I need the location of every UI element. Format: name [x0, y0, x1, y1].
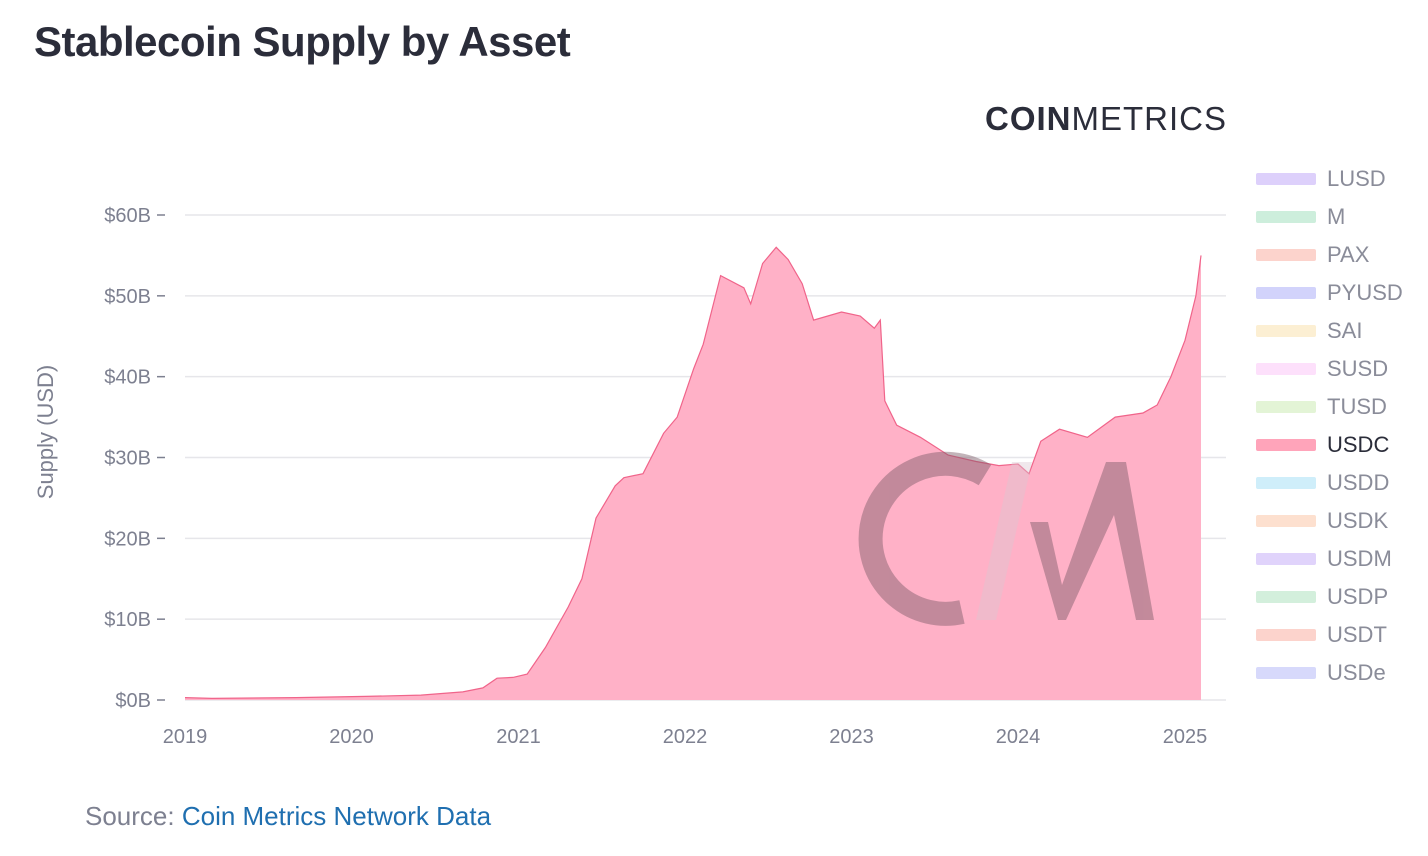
y-tick-label: $10B	[104, 609, 151, 631]
legend-swatch	[1256, 173, 1316, 185]
legend-item-usdt[interactable]: USDT	[1256, 616, 1426, 654]
legend-item-susd[interactable]: SUSD	[1256, 350, 1426, 388]
legend-swatch	[1256, 287, 1316, 299]
y-axis-ticks: $0B $10B $20B $30B $40B $50B $60B	[104, 205, 165, 712]
legend-item-pyusd[interactable]: PYUSD	[1256, 274, 1426, 312]
legend-label: USDM	[1327, 546, 1392, 571]
legend-swatch	[1256, 401, 1316, 413]
legend-swatch	[1256, 363, 1316, 375]
cm-watermark-logo	[858, 451, 1154, 626]
legend-item-usdp[interactable]: USDP	[1256, 578, 1426, 616]
legend-swatch	[1256, 211, 1316, 223]
brand-light: METRICS	[1071, 100, 1227, 137]
legend-item-usdk[interactable]: USDK	[1256, 502, 1426, 540]
coinmetrics-logo: COINMETRICS	[985, 100, 1227, 138]
legend-item-usdm[interactable]: USDM	[1256, 540, 1426, 578]
legend-swatch	[1256, 515, 1316, 527]
legend-label: SAI	[1327, 318, 1363, 343]
legend-swatch	[1256, 249, 1316, 261]
legend-swatch	[1256, 325, 1316, 337]
watermark-m	[1030, 462, 1154, 620]
x-axis-ticks: 2019 2020 2021 2022 2023 2024 2025	[163, 726, 1208, 748]
legend-item-lusd[interactable]: LUSD	[1256, 160, 1426, 198]
legend-label: PYUSD	[1327, 280, 1403, 305]
legend-item-m[interactable]: M	[1256, 198, 1426, 236]
y-axis-label: Supply (USD)	[33, 365, 58, 499]
x-tick-label: 2019	[163, 726, 208, 748]
usdc-area	[185, 247, 1201, 701]
legend-swatch	[1256, 439, 1316, 451]
source-link[interactable]: Coin Metrics Network Data	[181, 801, 492, 831]
series-usdc	[184, 246, 1202, 701]
legend-label: USDK	[1327, 508, 1389, 533]
legend-swatch	[1256, 591, 1316, 603]
legend-label: USDP	[1327, 584, 1389, 609]
legend-item-usde[interactable]: USDe	[1256, 654, 1426, 692]
legend-item-usdd[interactable]: USDD	[1256, 464, 1426, 502]
brand-bold: COIN	[985, 100, 1072, 137]
x-tick-label: 2022	[663, 726, 708, 748]
legend-swatch	[1256, 477, 1316, 489]
legend-item-pax[interactable]: PAX	[1256, 236, 1426, 274]
usdc-line	[184, 246, 1202, 700]
watermark-slash	[976, 462, 1032, 620]
x-tick-label: 2021	[496, 726, 541, 748]
y-tick-label: $40B	[104, 367, 151, 389]
legend-swatch	[1256, 553, 1316, 565]
y-tick-label: $20B	[104, 528, 151, 550]
legend-item-usdc[interactable]: USDC	[1256, 426, 1426, 464]
legend-item-tusd[interactable]: TUSD	[1256, 388, 1426, 426]
legend-label: LUSD	[1327, 166, 1386, 191]
x-tick-label: 2025	[1163, 726, 1208, 748]
x-tick-label: 2023	[829, 726, 874, 748]
source-note: Source: Coin Metrics Network Data	[85, 801, 491, 832]
y-tick-label: $30B	[104, 448, 151, 470]
legend-item-sai[interactable]: SAI	[1256, 312, 1426, 350]
legend-label: SUSD	[1327, 356, 1389, 381]
source-prefix: Source:	[85, 801, 182, 831]
legend-label: TUSD	[1327, 394, 1387, 419]
legend-label: USDT	[1327, 622, 1387, 647]
legend-swatch	[1256, 667, 1316, 679]
legend-label: USDC	[1327, 432, 1390, 457]
legend-label: USDe	[1327, 660, 1386, 685]
legend: LUSD M PAX PYUSD SAI SUSD TUSD USDC USDD USDK USDM…	[1256, 160, 1426, 692]
x-tick-label: 2024	[996, 726, 1041, 748]
legend-swatch	[1256, 629, 1316, 641]
chart-title: Stablecoin Supply by Asset	[34, 18, 571, 65]
legend-label: USDD	[1327, 470, 1390, 495]
y-tick-label: $60B	[104, 205, 151, 227]
y-tick-label: $0B	[115, 690, 151, 712]
watermark-c	[858, 451, 992, 626]
x-tick-label: 2020	[329, 726, 374, 748]
legend-label: PAX	[1327, 242, 1370, 267]
y-tick-label: $50B	[104, 286, 151, 308]
legend-label: M	[1327, 204, 1346, 229]
